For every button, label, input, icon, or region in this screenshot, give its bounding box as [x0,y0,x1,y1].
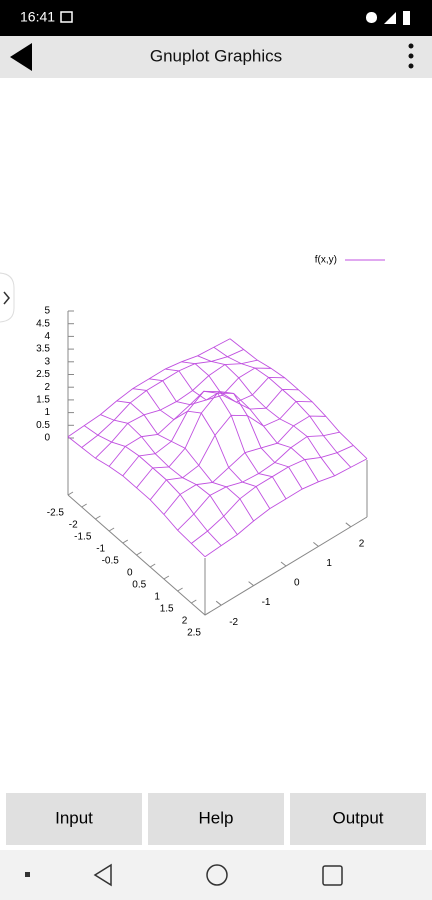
output-button[interactable] [290,793,426,845]
nav-back[interactable] [93,863,112,887]
x-tick [163,575,170,580]
mesh-line [149,401,313,501]
x-tick [122,539,129,544]
y-tick-label: 1 [326,558,332,569]
drawer-arrow [3,291,10,305]
z-tick-label: 3.5 [36,344,50,355]
x-tick [191,599,197,604]
mesh-line [204,458,368,558]
mesh-line [95,359,258,459]
x-tick [136,551,142,556]
app-title: Gnuplot Graphics [150,46,282,65]
x-tick-label: 2.5 [187,628,201,639]
legend-label: f(x,y) [315,255,337,266]
mesh-line [163,415,326,515]
y-tick [280,561,287,567]
mesh-line [81,349,244,448]
y-tick-label: -1 [262,597,271,608]
x-tick-label: -0.5 [102,556,120,567]
app-bar [0,36,432,78]
x-tick-label: 0 [127,568,133,579]
back-button[interactable] [10,43,32,71]
x-tick [95,515,101,520]
z-tick-label: 5 [44,306,50,317]
status-time: 16:41 [20,9,55,25]
mesh-line [177,431,340,531]
x-tick [204,611,211,616]
button-label: Help [199,808,234,827]
y-tick [313,542,319,547]
x-tick-label: -1.5 [74,532,92,543]
x-tick [177,587,183,592]
x-tick-label: 1 [154,592,160,603]
mesh-line [191,445,354,544]
x-tick [67,491,74,496]
mesh-line [136,389,299,489]
plot: 00.511.522.533.544.55-2.5-2-1.5-1-0.500.… [36,255,385,639]
z-tick-label: 2 [44,382,50,393]
z-tick-label: 0.5 [36,420,50,431]
battery-icon [403,11,410,25]
z-tick-label: 4 [44,331,50,342]
y-tick-label: 2 [359,538,365,549]
nav-home[interactable] [206,864,228,886]
x-tick-label: 1.5 [160,604,174,615]
nav-recents[interactable] [322,865,343,886]
x-tick [108,527,115,532]
nav-dot [25,872,30,877]
menu-button[interactable] [408,43,414,69]
mesh-line [67,338,231,438]
y-tick [248,581,254,586]
input-button[interactable] [6,793,142,845]
x-tick-label: -1 [96,544,105,555]
z-tick-label: 0 [44,433,50,444]
side-drawer-tab[interactable] [0,272,15,323]
z-tick-label: 4.5 [36,318,50,329]
z-tick-label: 3 [44,356,50,367]
signal-icon [384,12,396,24]
x-tick [81,503,87,508]
help-button[interactable] [148,793,284,845]
z-tick-label: 2.5 [36,369,50,380]
mesh-line [122,377,285,477]
z-tick-label: 1 [44,407,50,418]
mesh-line [108,367,272,467]
x-tick-label: 0.5 [132,580,146,591]
button-label: Input [55,808,93,827]
nav-bar [0,850,432,900]
x-tick [149,563,156,568]
x-tick-label: -2.5 [47,508,65,519]
x-tick-label: 2 [182,616,188,627]
y-tick-label: 0 [294,578,300,589]
status-icon [60,11,73,23]
z-tick-label: 1.5 [36,395,50,406]
y-tick [345,522,352,528]
status-icon [366,12,377,23]
y-tick [215,600,222,606]
y-tick-label: -2 [229,617,238,628]
button-label: Output [332,808,383,827]
x-tick-label: -2 [69,520,78,531]
